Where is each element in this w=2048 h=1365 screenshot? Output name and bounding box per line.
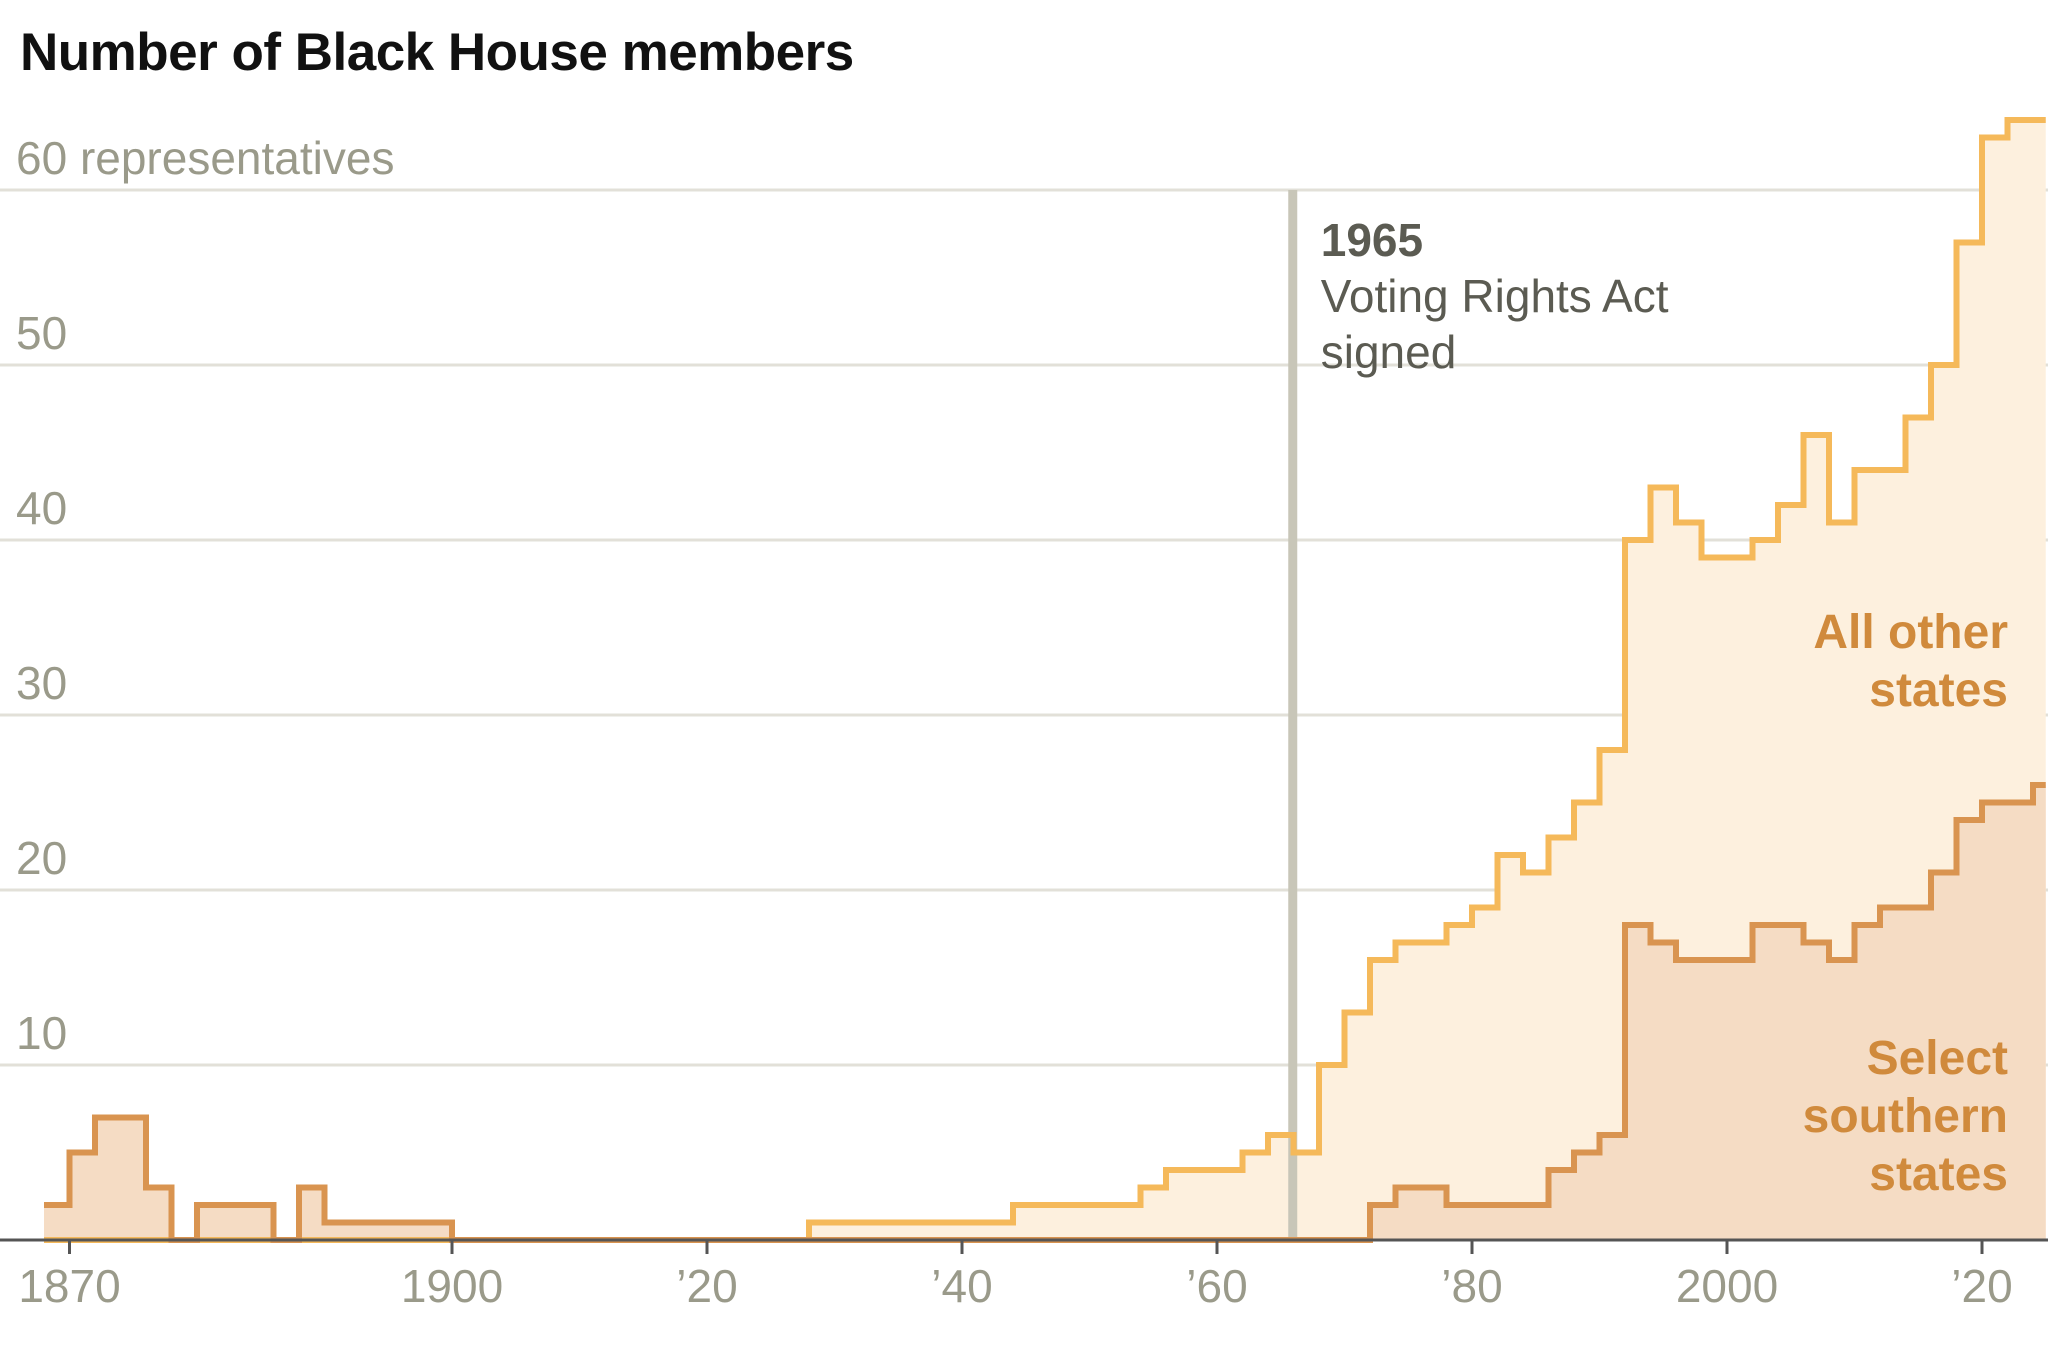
x-tick-label: 2000: [1676, 1260, 1778, 1312]
x-tick-label: ’20: [676, 1260, 737, 1312]
series-label: All other: [1813, 606, 2008, 659]
annotation-year: 1965: [1321, 214, 1423, 266]
y-tick-label: 40: [16, 482, 67, 534]
series-lines: [44, 117, 2046, 1243]
y-tick-label: 20: [16, 832, 67, 884]
x-tick-label: ’80: [1441, 1260, 1502, 1312]
series-label: states: [1869, 664, 2008, 717]
series-label: Select: [1867, 1032, 2008, 1085]
axes: 60 representatives 50 40 30 20 10 1870 1900 ’20 ’…: [0, 132, 2048, 1312]
series-label: states: [1869, 1148, 2008, 1201]
y-tick-label: 30: [16, 657, 67, 709]
annotation-text: signed: [1321, 326, 1457, 378]
y-tick-label: 50: [16, 307, 67, 359]
y-tick-label: 10: [16, 1007, 67, 1059]
series-line-1: [44, 782, 2046, 1243]
x-tick-label: 1900: [401, 1260, 503, 1312]
x-tick-label: ’20: [1951, 1260, 2012, 1312]
x-tick-label: ’60: [1186, 1260, 1247, 1312]
series-line-0: [44, 117, 2046, 1243]
series-areas: [44, 120, 2046, 1240]
series-label: southern: [1803, 1090, 2008, 1143]
series-area-1: [44, 785, 2046, 1240]
series-area-0: [44, 120, 2046, 1240]
y-tick-label: 60 representatives: [16, 132, 394, 184]
chart-title: Number of Black House members: [20, 23, 854, 82]
annotation-text: Voting Rights Act: [1321, 270, 1669, 322]
x-tick-label: ’40: [931, 1260, 992, 1312]
x-tick-label: 1870: [18, 1260, 120, 1312]
